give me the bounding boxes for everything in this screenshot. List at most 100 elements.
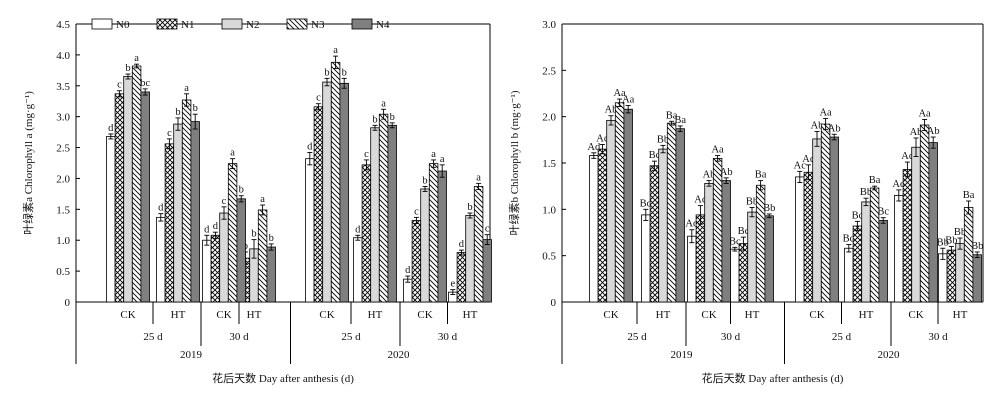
significance-label: Ac — [596, 133, 609, 144]
significance-label: e — [450, 279, 455, 290]
significance-label: Ad — [685, 219, 699, 230]
significance-label: d — [204, 224, 210, 235]
bar-n0 — [938, 253, 948, 303]
category-label: CK — [701, 309, 716, 321]
bar-n2 — [955, 243, 965, 303]
category-label: HT — [247, 309, 262, 321]
bar-n2 — [173, 123, 183, 303]
day-label: 30 d — [928, 331, 948, 343]
bar-n3 — [227, 163, 238, 303]
bar-n1 — [114, 93, 125, 303]
bar-n4 — [829, 136, 839, 303]
y-tick-label: 3.0 — [56, 112, 70, 124]
bar-n1 — [902, 169, 913, 303]
significance-label: b — [467, 202, 472, 213]
y-tick-label: 2.5 — [56, 143, 70, 155]
y-tick-label: 0.5 — [542, 251, 556, 263]
chlorophyll-b-chart: 0 0.5 1.0 1.5 2.0 2.5 3.0 叶绿素b Chlorophyll b (m… — [507, 19, 984, 385]
bar-n3 — [330, 61, 341, 303]
bar-n4 — [482, 239, 492, 303]
significance-label: Aa — [819, 108, 832, 119]
significance-label: Bb — [945, 235, 957, 246]
legend: N0 N1 N2 N3 N4 — [91, 18, 390, 31]
significance-label: Ab — [811, 120, 824, 131]
bar-n0 — [795, 176, 805, 303]
chlorophyll-a-chart: 0 0.5 1.0 1.5 2.0 2.5 3.0 3.5 4.0 4.5 叶绿素a Chlorop… — [21, 19, 492, 385]
bar-n2 — [704, 182, 714, 303]
y-tick-label: 2.0 — [56, 173, 70, 185]
bar-n4 — [190, 121, 200, 303]
y-axis-label: 叶绿素b Chlorophyll b (mg·g⁻¹) — [507, 90, 521, 235]
legend-label: N1 — [181, 19, 194, 31]
significance-label: Ab — [927, 126, 940, 137]
bar-n0 — [730, 248, 740, 303]
bar-n4 — [675, 128, 685, 303]
category-label: CK — [603, 309, 618, 321]
bar-n4 — [972, 254, 982, 303]
y-tick-label: 3.0 — [542, 19, 556, 31]
bar-n2 — [123, 76, 133, 303]
day-label: 30 d — [229, 331, 249, 343]
category-label: HT — [859, 309, 874, 321]
bar-n1 — [597, 148, 608, 303]
bar-n0 — [894, 195, 904, 303]
bar-n1 — [411, 220, 422, 303]
bar-n4 — [928, 142, 938, 303]
category-label: CK — [120, 309, 135, 321]
significance-label: b — [342, 67, 347, 78]
significance-label: b — [422, 175, 427, 186]
significance-label: Ab — [910, 127, 923, 138]
legend-label: N0 — [116, 19, 130, 31]
significance-label: d — [108, 123, 114, 134]
significance-label: b — [239, 185, 244, 196]
significance-label: a — [381, 98, 386, 109]
significance-label: d — [405, 265, 411, 276]
category-label: CK — [319, 309, 334, 321]
year-label: 2020 — [388, 349, 411, 361]
bar-n4 — [140, 91, 150, 303]
bar-n3 — [820, 123, 831, 303]
significance-label: Ac — [802, 154, 815, 165]
significance-label: Ba — [755, 170, 767, 181]
day-label: 25 d — [627, 331, 647, 343]
x-axis-title: 花后天数 Day after anthesis (d) — [212, 372, 354, 385]
bar-n2 — [465, 215, 475, 303]
bar-n4 — [878, 220, 888, 303]
significance-label: d — [158, 203, 164, 214]
bar-n2 — [420, 188, 430, 303]
bar-n0 — [202, 239, 212, 303]
bar-n2 — [606, 119, 616, 303]
significance-label: Aa — [918, 108, 931, 119]
day-label: 25 d — [143, 331, 163, 343]
bar-n0 — [305, 158, 315, 303]
significance-label: Ac — [794, 160, 807, 171]
significance-label: b — [324, 67, 329, 78]
significance-label: Bc — [852, 210, 864, 221]
legend-label: N4 — [376, 19, 390, 31]
significance-label: d — [355, 224, 361, 235]
significance-label: Bb — [954, 227, 966, 238]
bar-n2 — [911, 146, 921, 303]
significance-label: a — [333, 45, 338, 56]
significance-label: Ab — [703, 170, 716, 181]
significance-label: Ba — [674, 115, 686, 126]
significance-label: a — [184, 83, 189, 94]
legend-swatch-n0 — [91, 18, 113, 30]
significance-label: Ad — [892, 179, 906, 190]
significance-label: b — [390, 112, 395, 123]
bar-n4 — [623, 108, 633, 303]
significance-label: Aa — [711, 145, 724, 156]
bar-n3 — [428, 163, 439, 303]
bar-n0 — [687, 235, 697, 303]
significance-label: a — [134, 53, 139, 64]
significance-label: Bb — [937, 237, 949, 248]
bar-n4 — [236, 198, 246, 303]
category-label: CK — [809, 309, 824, 321]
bar-n3 — [919, 124, 930, 303]
y-tick-label: 0 — [65, 297, 71, 309]
significance-label: Bc — [729, 236, 741, 247]
bar-n3 — [614, 102, 625, 303]
bar-n0 — [106, 136, 116, 303]
category-label: HT — [171, 309, 186, 321]
significance-label: Bb — [860, 187, 872, 198]
